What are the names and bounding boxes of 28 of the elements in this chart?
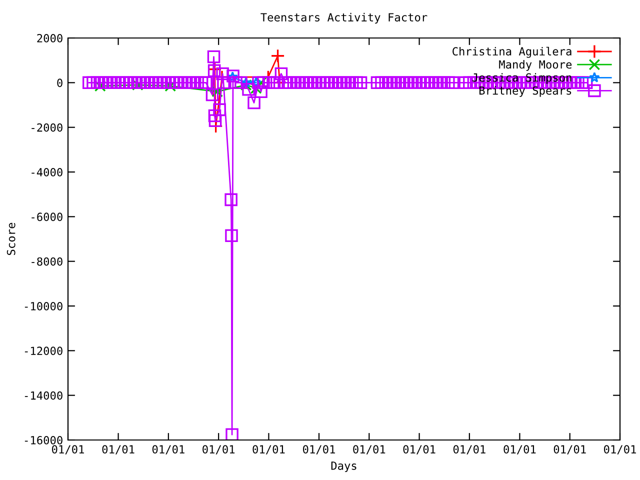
y-tick-label: -10000 [24, 302, 62, 310]
x-tick-label: 01/01 [353, 445, 386, 454]
legend-label: Christina Aguilera [452, 46, 572, 58]
legend-label: Britney Spears [479, 86, 572, 97]
legend-label: Mandy Moore [499, 60, 572, 71]
y-axis-title: Score [6, 222, 16, 255]
x-tick-label: 01/01 [252, 445, 285, 454]
x-axis-title: Days [331, 462, 356, 472]
x-tick-label: 01/01 [202, 445, 235, 454]
y-tick-label: -14000 [24, 391, 62, 400]
y-tick-label: 2000 [37, 34, 62, 42]
y-tick-label: -16000 [24, 436, 62, 444]
y-tick-label: -12000 [24, 346, 62, 356]
y-tick-label: 0 [57, 78, 62, 88]
x-tick-label: 01/01 [403, 445, 436, 454]
x-tick-label: 01/01 [102, 445, 134, 454]
x-tick-label: 01/01 [152, 445, 184, 454]
y-tick-label: -6000 [32, 212, 62, 222]
x-tick-label: 01/01 [453, 445, 486, 454]
chart-title: Teenstars Activity Factor [260, 12, 428, 24]
x-tick-label: 01/01 [604, 445, 636, 454]
x-tick-label: 01/01 [554, 445, 586, 454]
y-tick-label: -8000 [32, 257, 62, 266]
x-tick-label: 01/01 [302, 445, 335, 454]
y-tick-label: -2000 [32, 123, 62, 132]
y-tick-label: -4000 [32, 168, 62, 176]
x-tick-label: 01/01 [504, 445, 536, 454]
x-tick-label: 01/01 [52, 445, 84, 454]
